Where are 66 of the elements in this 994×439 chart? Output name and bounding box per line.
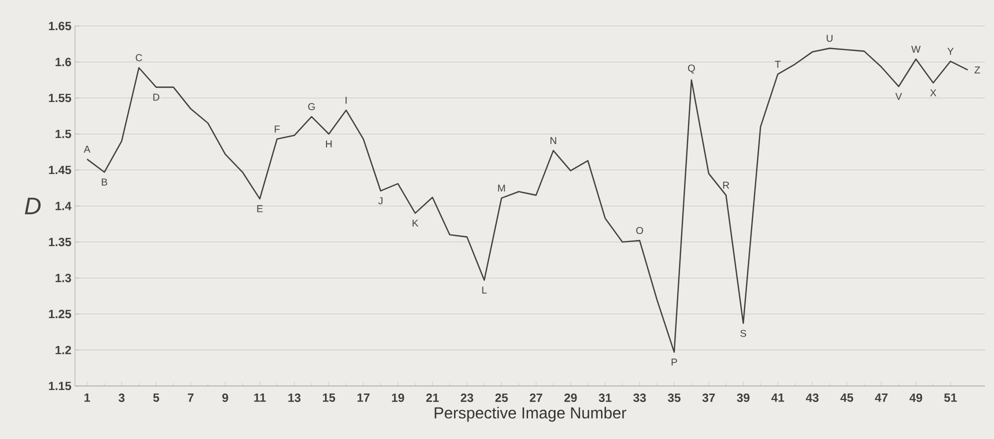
x-tick-label: 25: [495, 394, 508, 402]
x-tick-label: 37: [702, 394, 715, 402]
annotation: Q: [688, 64, 695, 74]
y-axis-title: D: [24, 198, 41, 214]
annotation: C: [136, 54, 142, 62]
y-tick-label: 1.3: [56, 274, 72, 282]
x-tick-label: 9: [222, 394, 228, 402]
x-tick-label: 45: [840, 394, 854, 402]
x-tick-label: 15: [322, 394, 336, 402]
y-tick-label: 1.6: [56, 58, 72, 66]
annotation: T: [774, 60, 781, 68]
annotation: L: [482, 286, 487, 294]
y-tick-label: 1.35: [48, 238, 72, 246]
annotation: X: [930, 89, 936, 96]
annotation: V: [895, 92, 902, 100]
y-tick-label: 1.65: [48, 22, 72, 30]
annotation: Y: [947, 48, 954, 55]
x-tick-label: 41: [771, 394, 784, 402]
annotation: N: [550, 137, 556, 144]
x-tick-label: 1: [84, 394, 90, 402]
annotation: O: [636, 226, 644, 234]
annotation: E: [257, 205, 263, 212]
x-tick-label: 39: [736, 394, 750, 402]
annotation: H: [326, 140, 332, 148]
y-tick-label: 1.2: [56, 346, 72, 354]
y-tick-label: 1.25: [48, 310, 72, 318]
x-tick-label: 43: [806, 394, 819, 402]
x-tick-label: 29: [564, 394, 577, 402]
annotation: F: [274, 126, 280, 133]
x-tick-label: 31: [598, 394, 612, 402]
y-tick-label: 1.45: [48, 166, 72, 174]
x-tick-label: 17: [357, 394, 370, 402]
annotation: G: [308, 103, 315, 110]
x-axis-title: Perspective Image Number: [434, 406, 626, 422]
x-tick-label: 23: [460, 394, 474, 402]
line-series: [86, 48, 968, 353]
x-tick-label: 27: [530, 394, 542, 402]
x-tick-label: 13: [288, 394, 301, 402]
annotation: D: [153, 94, 160, 101]
x-tick-label: 47: [874, 394, 888, 402]
annotation: B: [102, 178, 108, 186]
y-tick-label: 1.55: [48, 94, 72, 102]
x-tick-label: 19: [392, 394, 404, 402]
x-tick-label: 21: [426, 394, 439, 402]
y-tick-label: 1.15: [48, 382, 72, 390]
x-tick-label: 35: [668, 394, 681, 402]
annotation: W: [911, 46, 921, 53]
y-tick-label: 1.4: [56, 202, 72, 210]
x-tick-label: 51: [944, 394, 957, 402]
annotation: P: [672, 358, 677, 366]
x-tick-label: 7: [188, 394, 194, 402]
x-tick-label: 11: [254, 394, 266, 402]
annotation: Z: [974, 66, 980, 74]
annotation: J: [378, 197, 382, 204]
x-tick-label: 5: [153, 394, 160, 402]
annotation: S: [740, 330, 746, 337]
x-tick-label: 33: [633, 394, 646, 402]
x-tick-label: 3: [118, 394, 125, 402]
x-tick-label: 49: [909, 394, 922, 402]
annotation: K: [412, 220, 418, 227]
annotation: R: [723, 182, 730, 189]
annotation: A: [84, 146, 90, 153]
annotation: I: [346, 96, 347, 104]
annotation: M: [498, 184, 505, 192]
y-tick-label: 1.5: [56, 130, 72, 138]
annotation: U: [826, 34, 832, 42]
